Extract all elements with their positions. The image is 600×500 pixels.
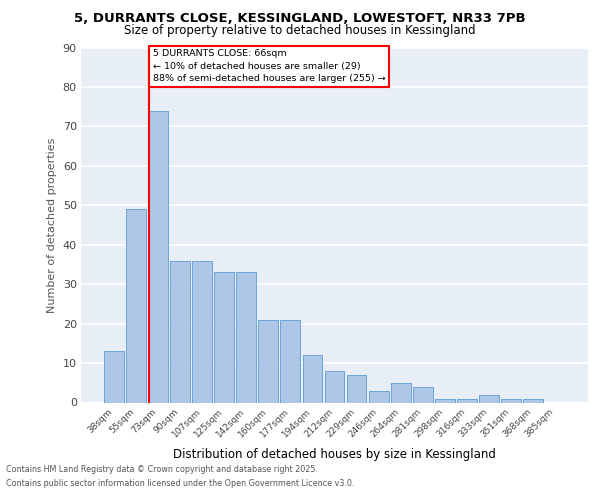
Text: 5, DURRANTS CLOSE, KESSINGLAND, LOWESTOFT, NR33 7PB: 5, DURRANTS CLOSE, KESSINGLAND, LOWESTOF…	[74, 12, 526, 26]
Bar	[192, 260, 212, 402]
Bar	[435, 398, 455, 402]
Bar	[259, 320, 278, 402]
Bar	[347, 375, 367, 402]
Text: 5 DURRANTS CLOSE: 66sqm
← 10% of detached houses are smaller (29)
88% of semi-de: 5 DURRANTS CLOSE: 66sqm ← 10% of detache…	[152, 50, 385, 84]
Bar	[170, 260, 190, 402]
Bar	[236, 272, 256, 402]
Bar	[325, 371, 344, 402]
Text: Contains HM Land Registry data © Crown copyright and database right 2025.: Contains HM Land Registry data © Crown c…	[6, 466, 318, 474]
Bar	[391, 383, 410, 402]
Y-axis label: Number of detached properties: Number of detached properties	[47, 138, 57, 312]
Bar	[457, 398, 477, 402]
Bar	[413, 386, 433, 402]
Bar	[501, 398, 521, 402]
Bar	[214, 272, 234, 402]
Bar	[280, 320, 301, 402]
Bar	[523, 398, 543, 402]
Bar	[104, 351, 124, 403]
Text: Size of property relative to detached houses in Kessingland: Size of property relative to detached ho…	[124, 24, 476, 37]
Text: Contains public sector information licensed under the Open Government Licence v3: Contains public sector information licen…	[6, 479, 355, 488]
Bar	[126, 209, 146, 402]
Bar	[148, 110, 168, 403]
Bar	[302, 355, 322, 403]
X-axis label: Distribution of detached houses by size in Kessingland: Distribution of detached houses by size …	[173, 448, 496, 461]
Bar	[368, 390, 389, 402]
Bar	[479, 394, 499, 402]
